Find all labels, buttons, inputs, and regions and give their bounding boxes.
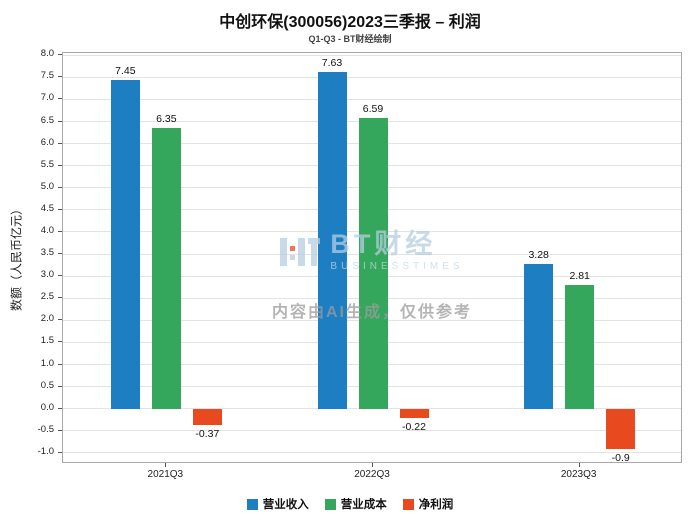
gridline [63,76,681,78]
y-tick-mark [58,253,62,255]
y-tick-label: 3.5 [40,247,54,259]
bar-净利润-2023Q3 [606,408,636,449]
y-tick-label: 4.0 [40,224,54,236]
y-tick-mark [58,120,62,122]
legend-item-净利润: 净利润 [402,496,454,512]
y-tick-mark [58,54,62,56]
legend-swatch [402,498,414,510]
bar-营业成本-2021Q3 [151,128,181,409]
y-tick-mark [58,98,62,100]
gridline [63,452,681,454]
y-tick-mark [58,186,62,188]
y-tick-mark [58,208,62,210]
gridline [63,430,681,432]
gridline [63,98,681,100]
legend-item-营业收入: 营业收入 [246,496,309,512]
chart-subtitle: Q1-Q3 - BT财经绘制 [308,34,392,44]
y-tick-label: 3.0 [40,269,54,281]
y-tick-mark [58,164,62,166]
y-tick-label: 1.5 [40,335,54,347]
y-tick-label: 4.5 [40,202,54,214]
bar-净利润-2022Q3 [399,408,429,419]
legend-label: 营业收入 [262,499,309,511]
y-tick-label: -1.0 [37,445,54,457]
bar-营业收入-2021Q3 [110,79,140,409]
legend-swatch [246,498,258,510]
bar-value-label: 2.81 [569,269,590,282]
y-tick-mark [58,230,62,232]
watermark-logo-text-block: BT财经 BUSINESSTIMES [330,231,464,273]
bar-value-label: 6.59 [362,102,384,115]
y-tick-label: 7.0 [40,92,54,104]
y-tick-label: 2.0 [40,313,54,325]
y-tick-mark [58,363,62,365]
x-tick-mark [165,463,167,467]
bar-营业收入-2023Q3 [524,263,554,409]
y-tick-mark [58,297,62,299]
bar-营业成本-2022Q3 [358,117,388,409]
gridline [63,54,681,56]
bar-营业收入-2022Q3 [317,71,347,409]
chart-title: 中创环保(300056)2023三季报 – 利润 [219,14,481,31]
legend-item-营业成本: 营业成本 [324,496,387,512]
bt-logo-icon [280,237,321,266]
bar-净利润-2021Q3 [192,408,222,426]
plot-area: BT财经 BUSINESSTIMES 内容由AI生成，仅供参考 7.45 6.35… [62,52,682,464]
y-tick-label: 6.5 [40,114,54,126]
x-tick-label: 2021Q3 [147,469,184,480]
y-tick-mark [58,451,62,453]
bar-value-label: 7.45 [115,64,136,77]
y-tick-mark [58,76,62,78]
y-tick-mark [58,275,62,277]
legend-label: 营业成本 [340,499,387,511]
y-tick-label: 0.0 [40,401,54,413]
y-tick-label: 8.0 [40,48,54,60]
legend: 营业收入 营业成本 净利润 [0,496,700,512]
y-tick-mark [58,319,62,321]
y-tick-mark [58,385,62,387]
bar-value-label: -0.22 [402,421,426,434]
legend-swatch [324,498,336,510]
legend-label: 净利润 [418,499,454,511]
bar-营业成本-2023Q3 [565,284,595,409]
bar-value-label: 3.28 [528,248,549,261]
y-tick-label: 5.5 [40,158,54,170]
y-tick-label: 0.5 [40,379,54,391]
y-tick-label: -0.5 [37,423,54,435]
bar-value-label: 7.63 [321,56,343,69]
bar-value-label: 6.35 [156,113,177,126]
bar-value-label: -0.9 [611,451,630,464]
y-tick-mark [58,142,62,144]
y-tick-label: 2.5 [40,291,54,303]
gridline [63,408,681,410]
y-tick-label: 1.0 [40,357,54,369]
x-tick-mark [372,463,373,467]
x-tick-mark [578,463,580,467]
y-tick-mark [58,429,62,431]
y-tick-mark [58,407,62,409]
y-tick-label: 6.0 [40,136,54,148]
watermark-logo-subtext: BUSINESSTIMES [330,261,464,272]
y-tick-mark [58,341,62,343]
bar-value-label: -0.37 [195,428,220,441]
x-tick-label: 2023Q3 [560,469,597,480]
y-tick-label: 7.5 [40,70,54,82]
y-tick-label: 5.0 [40,180,54,192]
x-tick-label: 2022Q3 [354,469,390,480]
